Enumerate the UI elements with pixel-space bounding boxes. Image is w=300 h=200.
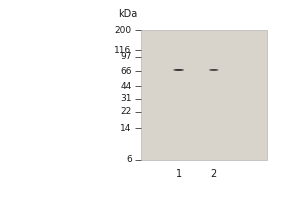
Text: 116: 116 <box>114 46 132 55</box>
Text: 97: 97 <box>120 52 132 61</box>
Text: 200: 200 <box>115 26 132 35</box>
Text: kDa: kDa <box>118 9 137 19</box>
Text: 22: 22 <box>120 107 132 116</box>
Text: 2: 2 <box>211 169 217 179</box>
Text: 14: 14 <box>120 124 132 133</box>
Ellipse shape <box>209 69 218 71</box>
Text: 1: 1 <box>176 169 182 179</box>
Text: 6: 6 <box>126 155 132 164</box>
Text: 66: 66 <box>120 67 132 76</box>
Text: 44: 44 <box>120 82 132 91</box>
Ellipse shape <box>173 69 184 71</box>
Bar <box>141 30 266 160</box>
Text: 31: 31 <box>120 94 132 103</box>
